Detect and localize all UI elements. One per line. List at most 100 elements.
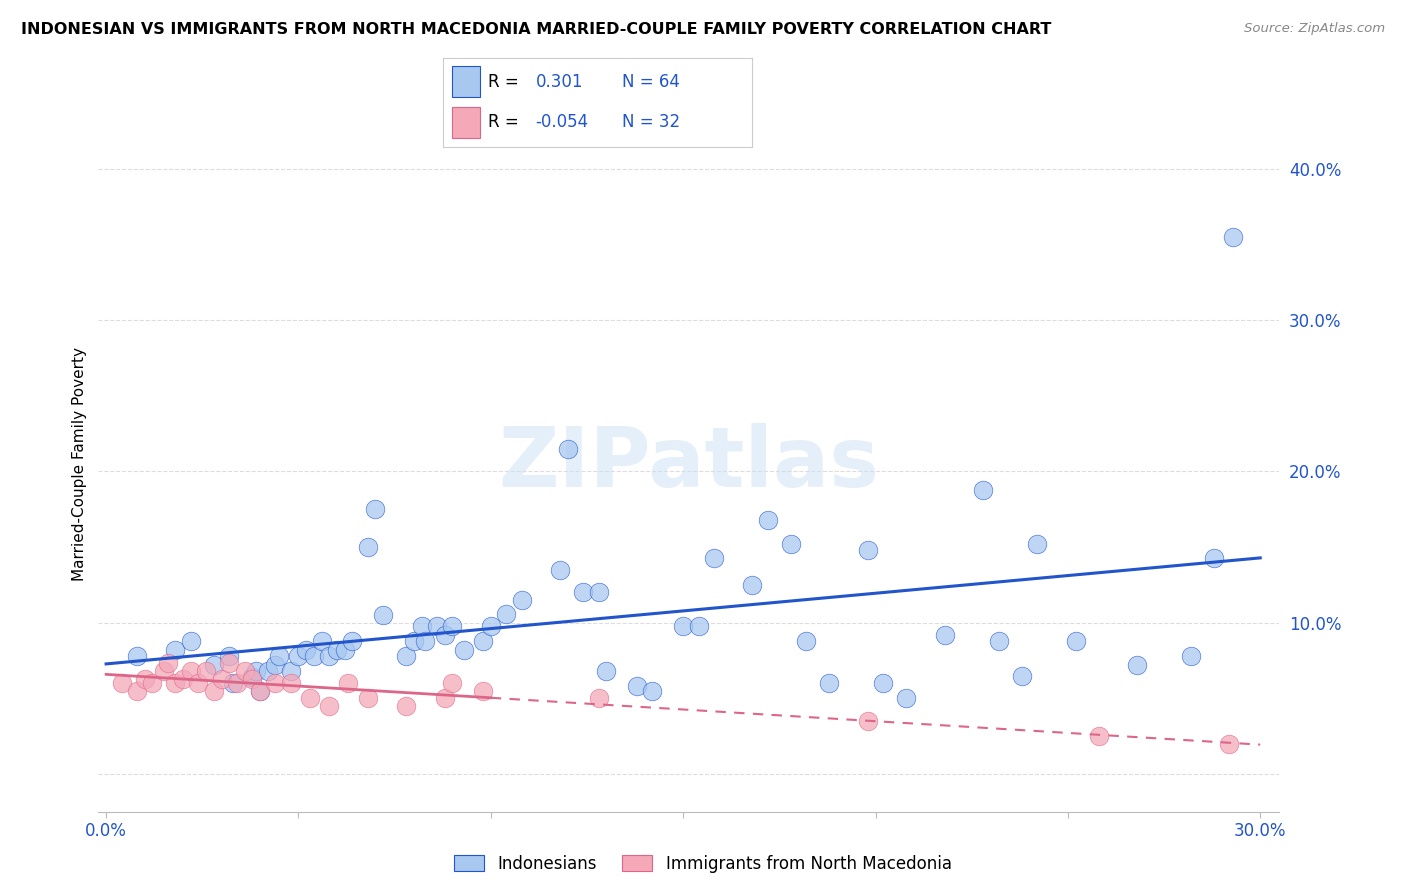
Point: [180, 664, 202, 678]
Point: [249, 683, 271, 698]
Point: [896, 691, 918, 706]
Point: [110, 676, 132, 690]
Point: [818, 676, 841, 690]
Point: [756, 513, 779, 527]
Point: [125, 683, 148, 698]
Point: [856, 714, 879, 728]
Point: [141, 676, 163, 690]
Point: [165, 676, 187, 690]
Point: [364, 502, 387, 516]
Point: [125, 648, 148, 663]
Point: [987, 633, 1010, 648]
Point: [472, 683, 495, 698]
Point: [337, 676, 360, 690]
Point: [180, 633, 202, 648]
Text: R =: R =: [488, 112, 519, 131]
Point: [1087, 729, 1109, 743]
Point: [1180, 648, 1202, 663]
Point: [318, 698, 340, 713]
Point: [311, 633, 333, 648]
Text: R =: R =: [488, 72, 519, 91]
Point: [441, 676, 464, 690]
Point: [295, 643, 318, 657]
Point: [441, 618, 464, 632]
Point: [402, 633, 425, 648]
Point: [172, 672, 194, 686]
Point: [688, 618, 710, 632]
Point: [972, 483, 994, 497]
Point: [411, 618, 433, 632]
Point: [357, 540, 380, 554]
Text: ZIPatlas: ZIPatlas: [499, 424, 879, 504]
Y-axis label: Married-Couple Family Poverty: Married-Couple Family Poverty: [72, 347, 87, 581]
Text: 0.301: 0.301: [536, 72, 583, 91]
Point: [218, 648, 240, 663]
Point: [626, 679, 648, 693]
Point: [433, 691, 456, 706]
Point: [256, 664, 278, 678]
Point: [264, 658, 287, 673]
Point: [472, 633, 495, 648]
Point: [479, 618, 502, 632]
Point: [245, 664, 267, 678]
Text: N = 64: N = 64: [623, 72, 681, 91]
Point: [557, 442, 579, 456]
Point: [1011, 668, 1033, 682]
FancyBboxPatch shape: [453, 66, 479, 97]
Point: [1222, 230, 1244, 244]
Point: [453, 643, 475, 657]
Point: [165, 643, 187, 657]
Point: [240, 670, 263, 684]
Point: [280, 676, 302, 690]
Point: [187, 676, 209, 690]
Text: N = 32: N = 32: [623, 112, 681, 131]
Point: [703, 550, 725, 565]
Point: [326, 643, 349, 657]
Point: [280, 664, 302, 678]
Point: [934, 628, 956, 642]
Point: [426, 618, 449, 632]
Point: [548, 563, 571, 577]
Point: [318, 648, 340, 663]
Point: [302, 648, 325, 663]
Point: [202, 658, 225, 673]
Point: [1218, 737, 1240, 751]
Point: [510, 593, 533, 607]
Point: [395, 698, 418, 713]
Point: [1126, 658, 1149, 673]
Legend: Indonesians, Immigrants from North Macedonia: Indonesians, Immigrants from North Maced…: [447, 848, 959, 880]
Point: [371, 608, 394, 623]
Point: [872, 676, 894, 690]
Point: [222, 676, 245, 690]
Point: [287, 648, 309, 663]
Point: [415, 633, 437, 648]
Text: -0.054: -0.054: [536, 112, 589, 131]
Point: [588, 691, 610, 706]
Point: [249, 683, 271, 698]
Point: [269, 648, 291, 663]
Point: [298, 691, 321, 706]
Point: [333, 643, 356, 657]
Point: [495, 607, 517, 621]
Point: [780, 537, 803, 551]
Point: [342, 633, 364, 648]
Point: [226, 676, 249, 690]
Text: Source: ZipAtlas.com: Source: ZipAtlas.com: [1244, 22, 1385, 36]
Point: [641, 683, 664, 698]
Point: [741, 578, 763, 592]
Point: [1202, 550, 1225, 565]
Text: INDONESIAN VS IMMIGRANTS FROM NORTH MACEDONIA MARRIED-COUPLE FAMILY POVERTY CORR: INDONESIAN VS IMMIGRANTS FROM NORTH MACE…: [21, 22, 1052, 37]
Point: [153, 664, 176, 678]
Point: [1026, 537, 1049, 551]
Point: [1064, 633, 1087, 648]
Point: [218, 657, 240, 671]
Point: [134, 672, 156, 686]
Point: [588, 585, 610, 599]
FancyBboxPatch shape: [453, 107, 479, 138]
Point: [395, 648, 418, 663]
Point: [156, 657, 179, 671]
Point: [240, 672, 263, 686]
Point: [433, 628, 456, 642]
Point: [672, 618, 695, 632]
Point: [856, 543, 879, 558]
